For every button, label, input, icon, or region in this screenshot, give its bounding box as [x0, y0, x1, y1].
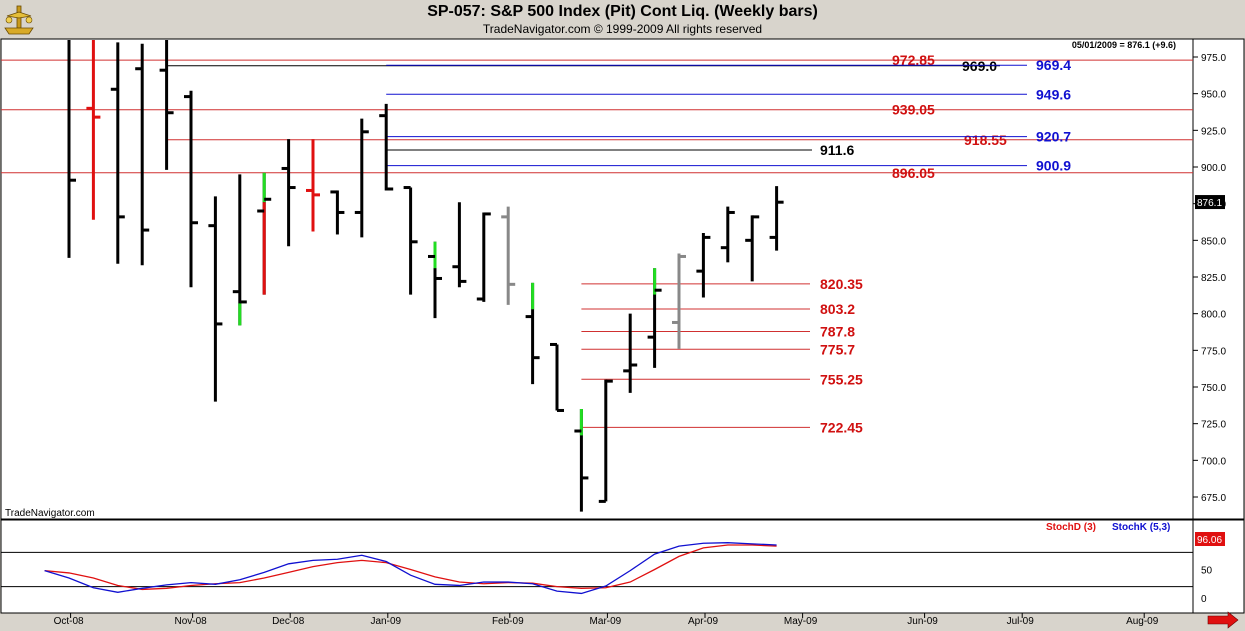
- chart-subtitle: TradeNavigator.com © 1999-2009 All right…: [482, 22, 763, 36]
- x-tick-label-1: Nov-08: [174, 616, 207, 627]
- price-bar-17: [476, 212, 491, 302]
- y-tick-label-7: 850.0: [1201, 236, 1226, 247]
- level-label-12: 787.8: [820, 324, 855, 340]
- level-label-11: 803.2: [820, 301, 855, 317]
- price-bar-4: [159, 40, 174, 170]
- price-bar-12: [354, 118, 369, 238]
- x-tick-label-0: Oct-08: [54, 616, 84, 627]
- price-bar-8: [257, 172, 272, 295]
- price-bar-24: [647, 268, 662, 368]
- stochastic-lines: 50 0 96.06: [1, 532, 1225, 605]
- stoch-last-box: [1195, 532, 1225, 546]
- price-bar-29: [769, 186, 784, 251]
- trade-navigator-logo-icon: [3, 4, 37, 36]
- price-bar-2: [110, 42, 125, 264]
- y-tick-label-4: 775.0: [1201, 346, 1226, 357]
- price-bar-10: [306, 139, 320, 232]
- price-bar-20: [550, 342, 564, 412]
- price-bar-0: [67, 40, 76, 258]
- price-bar-6: [208, 196, 223, 402]
- x-tick-label-8: Jun-09: [907, 616, 938, 627]
- chart-title: SP-057: S&P 500 Index (Pit) Cont Liq. (W…: [427, 3, 818, 20]
- price-bar-27: [720, 206, 735, 263]
- y-tick-label-5: 800.0: [1201, 310, 1226, 321]
- legend-stochd: StochD (3): [1046, 522, 1096, 533]
- x-tick-label-5: Mar-09: [590, 616, 622, 627]
- level-label-2: 918.55: [964, 132, 1007, 148]
- y-tick-label-1: 700.0: [1201, 456, 1226, 467]
- y-tick-label-9: 900.0: [1201, 163, 1226, 174]
- watermark-text: TradeNavigator.com: [5, 508, 95, 519]
- stoch-series-0: [44, 544, 777, 591]
- scroll-right-arrow-icon[interactable]: [1207, 611, 1239, 629]
- x-tick-label-7: May-09: [784, 616, 818, 627]
- price-bar-21: [574, 409, 589, 512]
- level-label-8: 920.7: [1036, 129, 1071, 145]
- price-bar-7: [232, 174, 247, 326]
- price-bar-25: [672, 253, 686, 349]
- last-price-label: 876.1: [1197, 198, 1222, 209]
- level-label-10: 820.35: [820, 276, 863, 292]
- y-tick-label-12: 975.0: [1201, 53, 1226, 64]
- chart-header: SP-057: S&P 500 Index (Pit) Cont Liq. (W…: [0, 0, 1245, 38]
- price-bar-9: [281, 139, 296, 247]
- level-label-5: 911.6: [820, 142, 854, 158]
- price-bar-5: [184, 90, 198, 288]
- stoch-y-tick-0: 50: [1201, 566, 1213, 577]
- stoch-series-1: [44, 542, 777, 595]
- level-label-7: 949.6: [1036, 86, 1071, 102]
- legend-stochk: StochK (5,3): [1112, 522, 1170, 533]
- price-bar-18: [501, 206, 516, 305]
- price-bar-3: [135, 43, 150, 266]
- x-tick-label-9: Jul-09: [1007, 616, 1035, 627]
- level-label-6: 969.4: [1036, 57, 1071, 73]
- x-tick-label-4: Feb-09: [492, 616, 524, 627]
- price-bar-16: [452, 202, 467, 288]
- price-bar-26: [696, 233, 711, 298]
- level-label-3: 896.05: [892, 165, 935, 181]
- stochastic-panel[interactable]: [0, 519, 1194, 614]
- y-tick-label-10: 925.0: [1201, 126, 1226, 137]
- level-label-15: 722.45: [820, 419, 863, 435]
- price-bar-13: [379, 103, 394, 191]
- level-label-1: 939.05: [892, 102, 935, 118]
- price-bar-14: [403, 186, 418, 295]
- level-label-13: 775.7: [820, 341, 855, 357]
- level-label-9: 900.9: [1036, 158, 1071, 174]
- last-price-box: [1195, 195, 1225, 210]
- level-lines: 972.85 939.05 918.55 896.05 969.0 911.6 969.4 9…: [1, 52, 1193, 435]
- price-bar-22: [598, 379, 613, 503]
- y-tick-label-6: 825.0: [1201, 273, 1226, 284]
- x-tick-label-2: Dec-08: [272, 616, 305, 627]
- date-readout: 05/01/2009 = 876.1 (+9.6): [1072, 40, 1176, 50]
- price-bar-15: [428, 241, 442, 319]
- price-bar-19: [525, 282, 540, 385]
- stoch-last-label: 96.06: [1197, 535, 1222, 546]
- y-tick-label-2: 725.0: [1201, 420, 1226, 431]
- time-x-axis: Oct-08 Nov-08 Dec-08 Jan-09 Feb-09 Mar-09 Apr-…: [54, 613, 1159, 627]
- stoch-y-tick-1: 0: [1201, 594, 1207, 605]
- level-label-4: 969.0: [962, 58, 997, 74]
- y-tick-label-3: 750.0: [1201, 383, 1226, 394]
- price-bar-1: [86, 40, 101, 220]
- y-tick-label-0: 675.0: [1201, 493, 1226, 504]
- y-tick-label-11: 950.0: [1201, 90, 1226, 101]
- level-label-14: 755.25: [820, 371, 863, 387]
- x-tick-label-6: Apr-09: [688, 616, 718, 627]
- price-axis-panel: [1192, 38, 1245, 520]
- price-bars: [67, 40, 784, 512]
- x-tick-label-3: Jan-09: [371, 616, 402, 627]
- price-y-axis: 675.0 700.0 725.0 750.0 775.0 800.0 825.0 850.0…: [1193, 53, 1226, 504]
- price-bar-23: [623, 313, 638, 393]
- price-bar-28: [745, 215, 760, 282]
- price-bar-11: [330, 190, 345, 235]
- price-panel[interactable]: [0, 38, 1194, 520]
- level-label-0: 972.85: [892, 52, 935, 68]
- x-tick-label-10: Aug-09: [1126, 616, 1159, 627]
